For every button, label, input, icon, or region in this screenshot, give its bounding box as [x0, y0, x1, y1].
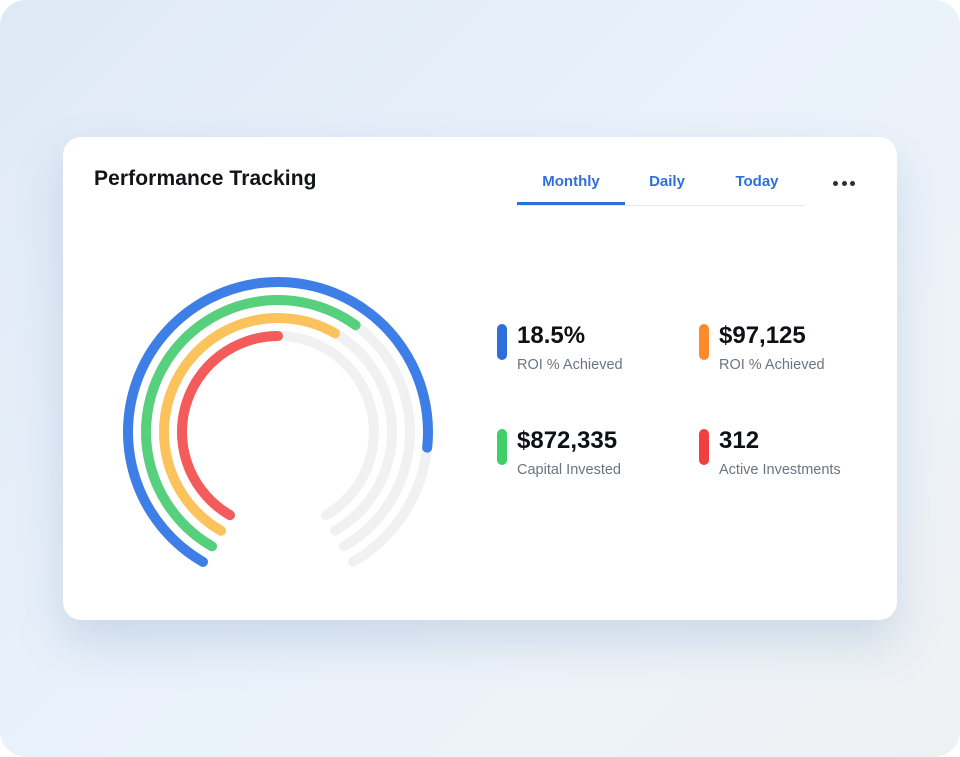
stat-value: 18.5%	[517, 322, 586, 349]
stat-capital-invested: $872,335 Capital Invested	[497, 427, 677, 487]
ellipsis-dot-icon	[841, 180, 847, 186]
stat-value: $97,125	[719, 322, 806, 349]
stat-value: 312	[719, 427, 760, 454]
stat-roi-percent: 18.5% ROI % Achieved	[497, 322, 677, 382]
stat-color-indicator	[497, 324, 507, 360]
stat-active-investments: 312 Active Investments	[699, 427, 879, 487]
gauge-arc-red	[177, 331, 283, 521]
stat-color-indicator	[699, 429, 709, 465]
gauge-arc-green	[141, 295, 361, 552]
tab-monthly[interactable]: Monthly	[517, 173, 625, 205]
more-options-button[interactable]	[829, 174, 859, 192]
stat-label: ROI % Achieved	[719, 357, 825, 373]
stat-label: ROI % Achieved	[517, 357, 623, 373]
stat-color-indicator	[699, 324, 709, 360]
stat-label: Capital Invested	[517, 462, 621, 478]
radial-progress-gauge	[123, 277, 433, 567]
tab-today[interactable]: Today	[735, 173, 779, 190]
tab-bar: Monthly Daily Today	[517, 167, 805, 206]
stat-color-indicator	[497, 429, 507, 465]
stat-roi-amount: $97,125 ROI % Achieved	[699, 322, 879, 382]
gauge-arc-blue	[123, 277, 433, 567]
gauge-arc-yellow	[159, 313, 340, 536]
ellipsis-dot-icon	[833, 180, 838, 186]
tab-daily[interactable]: Daily	[649, 173, 685, 190]
stat-value: $872,335	[517, 427, 618, 454]
stat-label: Active Investments	[719, 462, 841, 478]
performance-card: Performance Tracking Monthly Daily Today…	[63, 137, 897, 620]
card-title: Performance Tracking	[94, 167, 317, 190]
ellipsis-dot-icon	[850, 180, 855, 186]
